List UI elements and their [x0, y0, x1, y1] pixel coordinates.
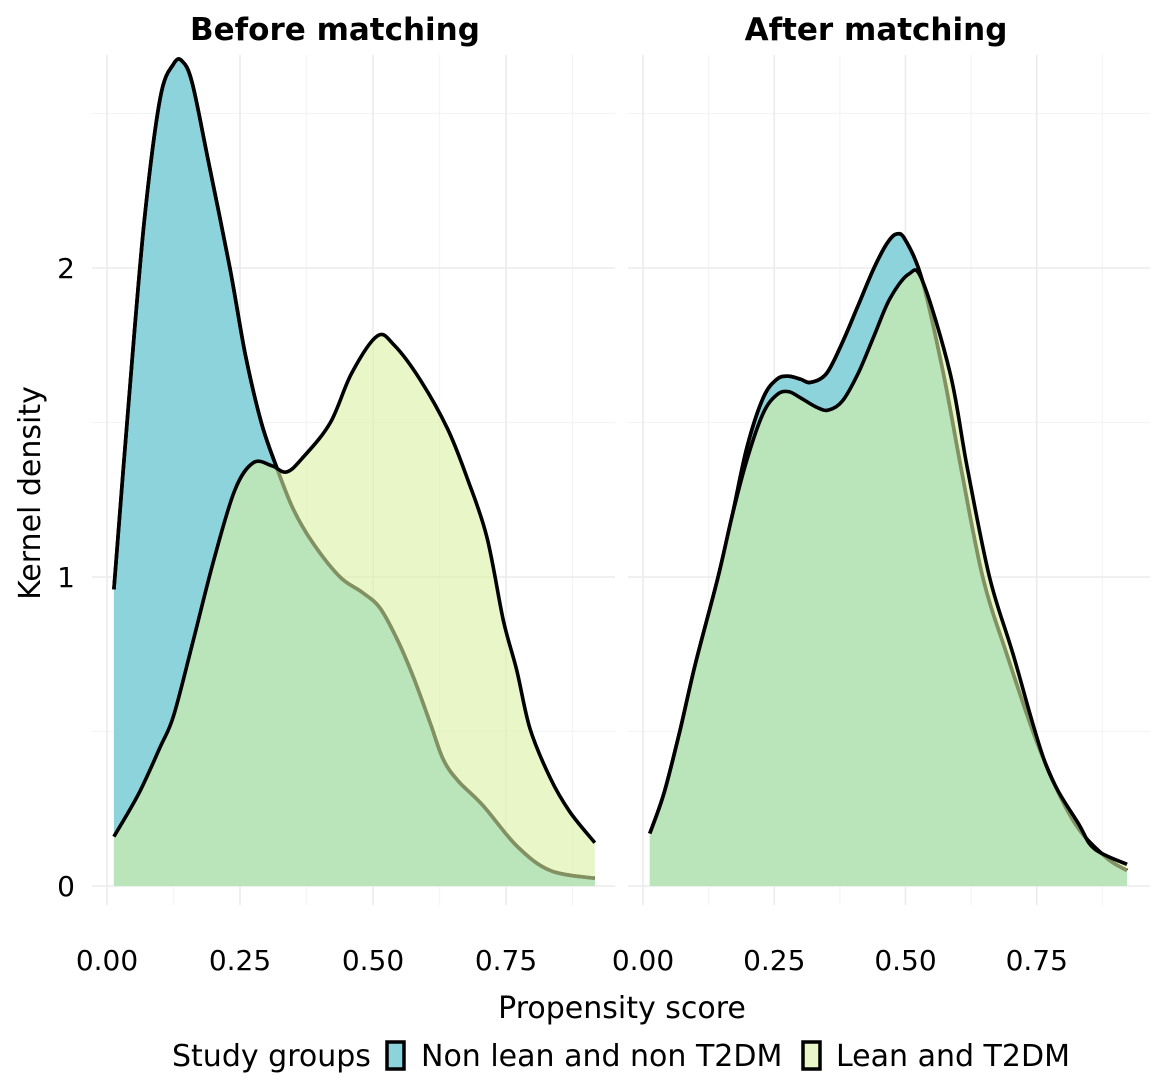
density-series-lean-and-t2dm	[648, 268, 1128, 886]
y-tick-label: 2	[57, 252, 75, 285]
density-area-lean-and-t2dm	[113, 334, 595, 887]
x-tick-labels-before: 0.00 0.25 0.50 0.75	[76, 944, 537, 977]
density-areas-after	[648, 231, 1128, 886]
panel-title-before: Before matching	[190, 12, 480, 48]
density-series-lean-and-t2dm	[112, 332, 597, 887]
legend-title: Study groups	[172, 1039, 371, 1074]
legend-key-non-lean	[385, 1040, 406, 1071]
density-area-lean-and-t2dm	[649, 269, 1127, 886]
legend-key-lean	[801, 1040, 822, 1071]
y-tick-label: 0	[57, 870, 75, 903]
y-tick-label: 1	[57, 561, 75, 594]
x-tick-label: 0.75	[1006, 944, 1068, 977]
x-tick-label: 0.50	[874, 944, 936, 977]
x-tick-label: 0.25	[743, 944, 805, 977]
x-tick-label: 0.50	[342, 944, 404, 977]
legend: Study groups Non lean and non T2DM Lean …	[172, 1039, 1070, 1074]
x-tick-label: 0.75	[475, 944, 537, 977]
y-tick-labels: 0 1 2	[57, 252, 75, 903]
density-outline-lean-and-t2dm	[648, 268, 1128, 867]
panel-after-matching: After matching 0.00 0.25 0.50 0.75	[612, 12, 1150, 977]
panel-title-after: After matching	[745, 12, 1008, 48]
x-tick-labels-after: 0.00 0.25 0.50 0.75	[612, 944, 1068, 977]
y-axis-title: Kernel density	[13, 386, 48, 600]
legend-label-lean: Lean and T2DM	[836, 1039, 1070, 1074]
density-outline-lean-and-t2dm	[112, 332, 597, 844]
x-tick-label: 0.25	[209, 944, 271, 977]
x-tick-label: 0.00	[76, 944, 138, 977]
legend-label-non-lean: Non lean and non T2DM	[421, 1039, 782, 1074]
panel-before-matching: Before matching 0.00 0.25 0.50 0.75	[76, 12, 615, 977]
x-axis-title: Propensity score	[498, 991, 746, 1026]
density-areas-before	[112, 57, 597, 887]
x-tick-label: 0.00	[612, 944, 674, 977]
